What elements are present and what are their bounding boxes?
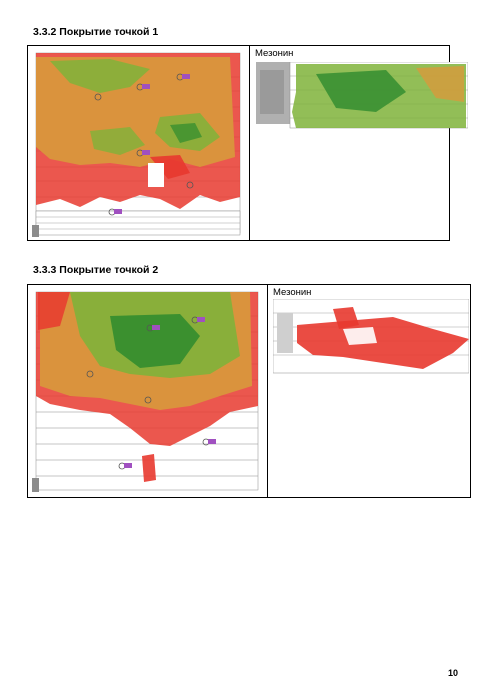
heatmap-mezzanine-1: [256, 62, 468, 129]
coverage-table-1: Мезонин: [27, 45, 468, 241]
main-floor-cell: [28, 46, 249, 240]
mezzanine-label: Мезонин: [255, 48, 294, 59]
heatmap-main-floor-2: [30, 286, 264, 496]
section-heading-1: 3.3.2 Покрытие точкой 1: [33, 26, 159, 38]
mezzanine-label: Мезонин: [273, 287, 312, 298]
mezzanine-cell: Мезонин: [267, 285, 470, 497]
section-heading-2: 3.3.3 Покрытие точкой 2: [33, 264, 159, 276]
mezzanine-cell: Мезонин: [249, 46, 468, 240]
heatmap-mezzanine-2: [273, 299, 469, 374]
heatmap-main-floor-1: [30, 47, 246, 239]
main-floor-cell: [28, 285, 267, 497]
coverage-table-2: Мезонин: [27, 284, 471, 498]
page-number: 10: [447, 668, 458, 678]
